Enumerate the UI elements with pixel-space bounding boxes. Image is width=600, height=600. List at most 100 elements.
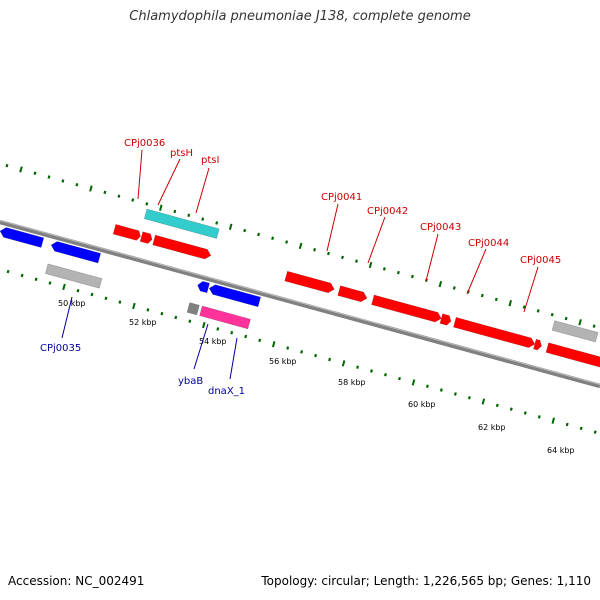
tick-mark: [243, 228, 247, 233]
scale-label-64kbp: 64 kbp: [547, 446, 575, 455]
tick-mark: [75, 183, 79, 187]
tick-mark: [592, 324, 596, 328]
tick-mark: [19, 166, 23, 173]
tick-mark: [425, 384, 429, 388]
gene-label-ybab[interactable]: ybaB: [178, 376, 203, 387]
gene-label-cpj0041[interactable]: CPj0041: [321, 192, 362, 203]
tick-mark: [438, 280, 443, 288]
tick-mark: [453, 392, 457, 396]
gene-label-cpj0042[interactable]: CPj0042: [367, 206, 408, 217]
gene-cpj0041[interactable]: [284, 270, 336, 294]
tick-mark: [146, 308, 150, 312]
tick-mark: [439, 388, 443, 392]
tick-mark: [76, 289, 80, 293]
gene-ptsh[interactable]: [139, 231, 153, 245]
tick-mark: [328, 357, 332, 362]
tick-mark: [537, 415, 541, 419]
gene-ptsi[interactable]: [152, 234, 213, 260]
tick-mark: [258, 338, 262, 343]
tick-mark: [313, 248, 316, 252]
tick-mark: [145, 202, 149, 206]
gene-label-ptsh[interactable]: ptsH: [170, 148, 193, 159]
tick-mark: [370, 369, 373, 373]
tick-mark: [285, 240, 289, 244]
tick-mark: [593, 430, 597, 434]
tick-mark: [550, 312, 554, 317]
gene-dnax1[interactable]: [199, 305, 251, 330]
tick-mark: [341, 360, 346, 367]
tick-mark: [536, 309, 540, 313]
tick-mark: [523, 411, 527, 415]
backbone-highlight: [0, 220, 600, 385]
tick-mark: [61, 179, 65, 183]
backbone-line: [0, 219, 600, 389]
tick-mark: [131, 198, 135, 202]
gene-label-ptsi[interactable]: ptsI: [201, 155, 219, 166]
gene-reverse-2[interactable]: [50, 240, 101, 264]
tick-mark: [47, 175, 51, 179]
map-title: Chlamydophila pneumoniae J138, complete …: [129, 9, 471, 24]
leader-line: [523, 266, 539, 313]
tick-mark: [90, 292, 94, 297]
gene-reverse-1[interactable]: [0, 226, 45, 248]
tick-marks: [5, 163, 597, 434]
scale-label-56kbp: 56 kbp: [269, 357, 297, 366]
gene-cpj0035[interactable]: [45, 263, 103, 289]
gene-label-cpj0036[interactable]: CPj0036: [124, 138, 165, 149]
tick-mark: [6, 269, 10, 274]
tick-mark: [244, 334, 248, 339]
gene-cpj0045[interactable]: [453, 317, 536, 349]
tick-mark: [314, 353, 318, 358]
gene-label-cpj0045[interactable]: CPj0045: [520, 255, 561, 266]
leader-line: [137, 149, 143, 200]
gene-ybab[interactable]: [196, 280, 210, 294]
gene-label-cpj0035[interactable]: CPj0035: [40, 343, 81, 354]
gene-cpj0036[interactable]: [112, 224, 142, 241]
gene-ptsi-cyan[interactable]: [143, 208, 220, 239]
tick-mark: [215, 221, 219, 225]
tick-mark: [216, 327, 220, 331]
label-leader-lines: [61, 149, 539, 380]
gene-red-small[interactable]: [533, 338, 542, 351]
leader-line: [367, 216, 386, 264]
tick-mark: [509, 407, 513, 411]
tick-mark: [495, 403, 499, 408]
tick-mark: [187, 213, 191, 218]
gene-reverse-3[interactable]: [208, 283, 262, 308]
tick-mark: [522, 305, 526, 309]
gene-cpj0044[interactable]: [439, 313, 452, 326]
tick-mark: [565, 422, 569, 427]
tick-mark: [300, 350, 304, 354]
accession-text: Accession: NC_002491: [8, 574, 145, 588]
tick-mark: [480, 293, 484, 298]
leader-line: [195, 167, 210, 214]
tick-mark: [467, 396, 471, 400]
gene-dark-gray[interactable]: [186, 302, 200, 316]
tick-mark: [368, 261, 373, 269]
tick-mark: [20, 273, 24, 278]
scale-label-58kbp: 58 kbp: [338, 378, 366, 387]
tick-mark: [481, 398, 486, 405]
tick-mark: [271, 341, 276, 348]
tick-mark: [34, 277, 38, 281]
scale-label-50kbp: 50 kbp: [58, 299, 86, 308]
leader-line: [326, 203, 339, 252]
tick-mark: [452, 286, 456, 290]
gene-red-right[interactable]: [545, 342, 600, 370]
tick-mark: [579, 426, 583, 431]
tick-mark: [398, 376, 401, 381]
gene-label-cpj0044[interactable]: CPj0044: [468, 238, 509, 249]
scale-labels: 50 kbp 52 kbp 54 kbp 56 kbp 58 kbp 60 kb…: [58, 299, 575, 455]
tick-mark: [271, 236, 275, 240]
gene-cpj0043[interactable]: [371, 294, 443, 323]
tick-mark: [132, 302, 136, 310]
tick-mark: [202, 321, 206, 329]
gene-label-dnax1[interactable]: dnaX_1: [208, 386, 245, 397]
gene-gray-right[interactable]: [551, 320, 599, 343]
leader-line: [229, 337, 238, 380]
gene-label-cpj0043[interactable]: CPj0043: [420, 222, 461, 233]
gene-cpj0042[interactable]: [337, 285, 369, 303]
tick-mark: [396, 270, 400, 275]
